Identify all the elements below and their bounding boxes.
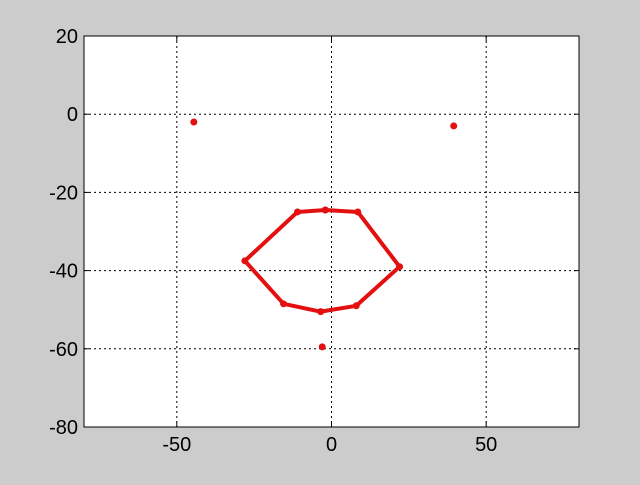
y-tick-label: 0 <box>67 104 78 126</box>
data-point <box>396 263 404 271</box>
data-point <box>280 300 288 308</box>
data-point <box>321 206 329 214</box>
data-point <box>293 208 301 216</box>
x-tick-label: -50 <box>162 434 191 456</box>
data-point <box>354 208 362 216</box>
x-tick-label: 50 <box>475 434 497 456</box>
x-tick-label: 0 <box>326 434 337 456</box>
y-tick-label: -60 <box>49 339 78 361</box>
data-point <box>241 257 249 265</box>
series <box>190 118 458 351</box>
x-tick-labels: -50 0 50 <box>162 434 497 456</box>
grid <box>84 36 579 427</box>
y-tick-label: 20 <box>56 26 78 48</box>
data-point <box>352 302 360 310</box>
series-0 <box>241 206 404 316</box>
y-tick-labels: 20 0 -20 -40 -60 -80 <box>49 26 78 439</box>
y-tick-label: -20 <box>49 182 78 204</box>
data-point <box>318 343 326 351</box>
y-tick-label: -40 <box>49 261 78 283</box>
data-point <box>190 118 198 126</box>
series-1 <box>190 118 458 351</box>
data-point <box>450 122 458 130</box>
y-tick-label: -80 <box>49 417 78 439</box>
data-point <box>317 308 325 316</box>
axes-frame <box>83 35 580 428</box>
